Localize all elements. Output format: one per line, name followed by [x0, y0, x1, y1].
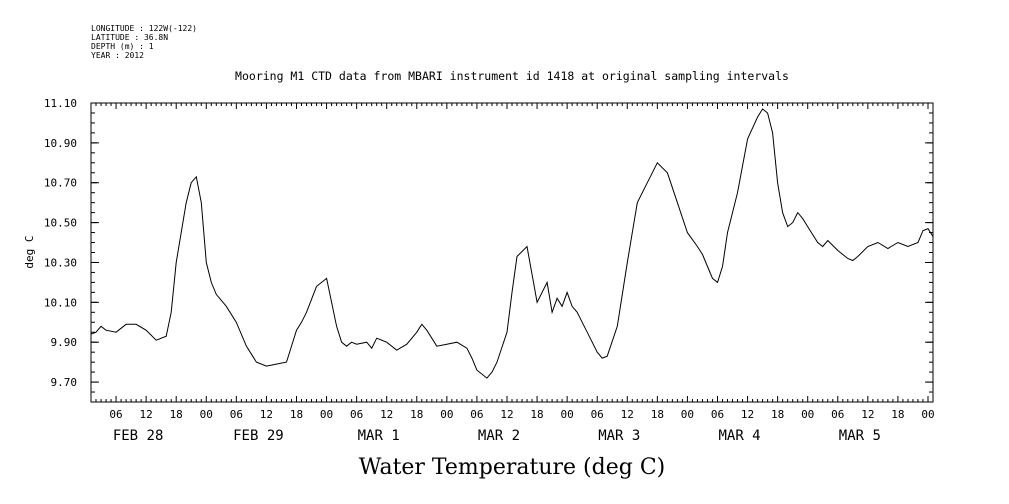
y-tick-label: 10.30	[44, 256, 77, 269]
x-tick-label: 18	[771, 408, 784, 421]
y-tick-label: 9.90	[51, 336, 78, 349]
x-tick-label: 18	[651, 408, 664, 421]
y-axis: 9.70 9.90 10.10 10.30 10.50 10.70 10.90 11.10	[44, 97, 933, 389]
x-tick-label: 00	[801, 408, 814, 421]
x-tick-label: 12	[260, 408, 273, 421]
y-tick-label: 10.50	[44, 217, 77, 230]
day-label: MAR 1	[358, 428, 400, 444]
depth-label: DEPTH (m) : 1	[91, 42, 154, 51]
x-tick-label: 00	[440, 408, 453, 421]
y-axis-label: deg C	[23, 235, 36, 268]
x-tick-label: 00	[561, 408, 574, 421]
y-tick-label: 10.70	[44, 177, 77, 190]
minor-ticks	[90, 102, 934, 403]
temperature-series-line	[90, 108, 934, 379]
x-tick-label: 06	[711, 408, 724, 421]
x-tick-label: 18	[290, 408, 303, 421]
x-tick-label: 06	[350, 408, 363, 421]
year-label: YEAR : 2012	[91, 51, 144, 60]
day-label: MAR 5	[839, 428, 881, 444]
x-tick-label: 06	[831, 408, 844, 421]
y-tick-label: 11.10	[44, 97, 77, 110]
day-label: MAR 4	[718, 428, 760, 444]
metadata-block: LONGITUDE : 122W(-122) LATITUDE : 36.8N …	[91, 24, 197, 60]
x-tick-label: 00	[921, 408, 934, 421]
x-tick-label: 12	[741, 408, 754, 421]
x-tick-label: 18	[170, 408, 183, 421]
x-axis-title: Water Temperature (deg C)	[359, 455, 666, 480]
x-tick-label: 12	[621, 408, 634, 421]
x-tick-label: 06	[109, 408, 122, 421]
x-tick-label: 06	[230, 408, 243, 421]
x-tick-label: 00	[200, 408, 213, 421]
day-label: FEB 28	[113, 428, 164, 444]
x-tick-label: 12	[500, 408, 513, 421]
y-tick-label: 10.90	[44, 137, 77, 150]
x-tick-label: 06	[470, 408, 483, 421]
day-label: MAR 3	[598, 428, 640, 444]
plot-frame	[90, 102, 934, 403]
day-label: MAR 2	[478, 428, 520, 444]
x-tick-label: 00	[681, 408, 694, 421]
chart-title: Mooring M1 CTD data from MBARI instrumen…	[235, 69, 789, 83]
x-tick-label: 12	[380, 408, 393, 421]
x-tick-label: 00	[320, 408, 333, 421]
x-tick-label: 06	[591, 408, 604, 421]
x-axis: 06 12 18 00 06 12 18 00 06 12 18 00 06 12 18 00 06 12 18 00…	[109, 408, 934, 444]
y-tick-label: 10.10	[44, 296, 77, 309]
latitude-label: LATITUDE : 36.8N	[91, 33, 168, 42]
x-tick-label: 18	[530, 408, 543, 421]
day-label: FEB 29	[233, 428, 284, 444]
x-tick-label: 12	[861, 408, 874, 421]
x-tick-label: 18	[891, 408, 904, 421]
x-tick-label: 12	[140, 408, 153, 421]
x-tick-label: 18	[410, 408, 423, 421]
y-tick-label: 9.70	[51, 376, 78, 389]
longitude-label: LONGITUDE : 122W(-122)	[91, 24, 197, 33]
